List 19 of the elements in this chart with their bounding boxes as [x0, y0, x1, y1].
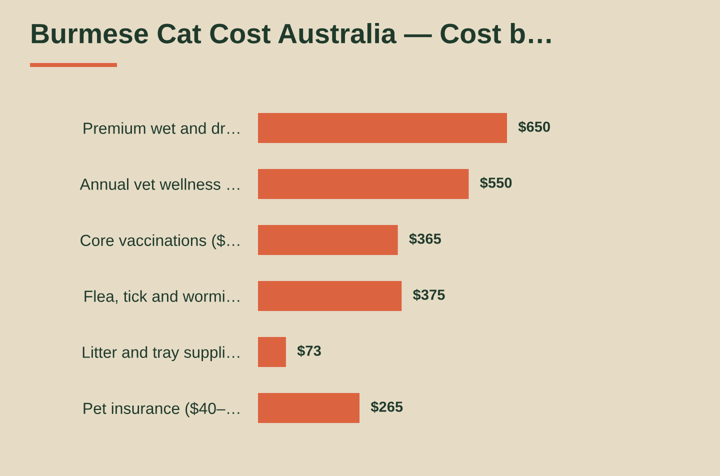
y-tick-label: Litter and tray suppli… — [82, 346, 240, 362]
bar — [258, 281, 402, 311]
bar — [258, 337, 286, 367]
data-label: $550 — [480, 176, 512, 189]
y-tick-label: Flea, tick and wormi… — [84, 290, 240, 304]
bar — [258, 225, 398, 255]
y-tick-label: Pet insurance ($40–… — [84, 402, 240, 418]
bar — [258, 169, 469, 199]
data-label: $265 — [370, 400, 403, 413]
y-tick-label: Premium wet and dr… — [84, 122, 240, 134]
data-label: $650 — [518, 120, 550, 133]
data-label: $365 — [409, 232, 441, 245]
chart-title: Burmese Cat Cost Australia — Cost b… — [32, 23, 551, 44]
y-tick-label: Core vaccinations ($… — [80, 234, 240, 250]
bar — [258, 393, 360, 423]
data-label: $375 — [412, 288, 445, 301]
data-label: $73 — [297, 344, 321, 357]
y-tick-label: Annual vet wellness … — [80, 178, 240, 190]
bar — [258, 113, 508, 143]
